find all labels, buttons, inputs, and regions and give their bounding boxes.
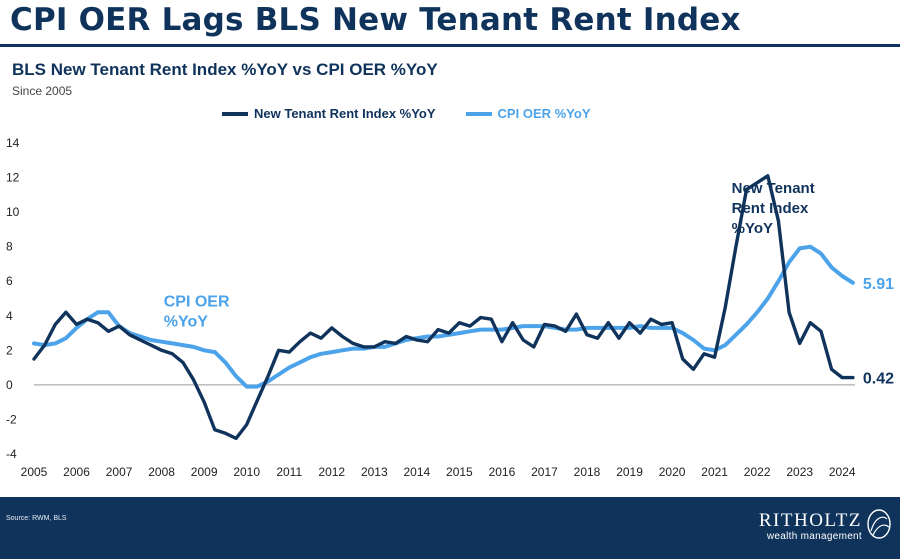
x-tick-label: 2023 xyxy=(786,465,813,479)
annotation-new-tenant: New Tenant xyxy=(732,180,815,197)
y-tick-label: 2 xyxy=(6,343,13,357)
chart-subtitle: BLS New Tenant Rent Index %YoY vs CPI OE… xyxy=(12,60,438,79)
annotation-new-tenant: Rent Index xyxy=(732,200,809,217)
annotation-cpi-oer: %YoY xyxy=(164,313,208,330)
brand-name: RITHOLTZ xyxy=(758,510,862,531)
x-tick-label: 2006 xyxy=(63,465,90,479)
y-tick-label: -2 xyxy=(6,412,17,426)
legend-label-new-tenant: New Tenant Rent Index %YoY xyxy=(254,106,436,121)
x-tick-label: 2009 xyxy=(191,465,218,479)
series-line-new-tenant xyxy=(32,174,855,441)
chart-title: CPI OER Lags BLS New Tenant Rent Index xyxy=(10,2,741,38)
x-tick-label: 2022 xyxy=(744,465,771,479)
x-tick-label: 2015 xyxy=(446,465,473,479)
x-tick-label: 2010 xyxy=(233,465,260,479)
chart-legend: New Tenant Rent Index %YoY CPI OER %YoY xyxy=(222,106,621,121)
brand-wordmark: RITHOLTZ wealth management xyxy=(758,510,862,543)
brand-tagline: wealth management xyxy=(766,531,862,542)
title-divider xyxy=(0,44,900,47)
legend-item-new-tenant: New Tenant Rent Index %YoY xyxy=(222,106,436,121)
annotation-cpi-oer: CPI OER xyxy=(164,293,230,310)
y-tick-label: 6 xyxy=(6,274,13,288)
y-tick-label: -4 xyxy=(6,447,17,461)
chart-date-range: Since 2005 xyxy=(12,84,73,98)
legend-item-cpi-oer: CPI OER %YoY xyxy=(465,106,591,121)
legend-label-cpi-oer: CPI OER %YoY xyxy=(497,106,591,121)
x-tick-label: 2013 xyxy=(361,465,388,479)
source-note: Source: RWM, BLS xyxy=(6,515,67,522)
x-tick-label: 2005 xyxy=(21,465,48,479)
x-tick-label: 2007 xyxy=(106,465,133,479)
y-tick-label: 14 xyxy=(6,136,20,150)
y-tick-label: 8 xyxy=(6,240,13,254)
series-line-cpi-oer xyxy=(32,244,855,389)
x-tick-label: 2017 xyxy=(531,465,558,479)
x-tick-label: 2012 xyxy=(318,465,345,479)
legend-swatch-cpi-oer xyxy=(465,111,492,116)
x-tick-label: 2014 xyxy=(403,465,430,479)
brand-logo-icon xyxy=(867,509,891,539)
end-value-label-new-tenant: 0.42 xyxy=(863,371,894,388)
y-tick-label: 10 xyxy=(6,205,20,219)
annotation-new-tenant: %YoY xyxy=(732,220,773,237)
footer-bar: Source: RWM, BLS RITHOLTZ wealth managem… xyxy=(0,497,900,559)
y-tick-label: 12 xyxy=(6,171,20,185)
end-value-label-cpi-oer: 5.91 xyxy=(863,276,894,293)
y-tick-label: 0 xyxy=(6,378,13,392)
y-tick-label: 4 xyxy=(6,309,13,323)
x-tick-label: 2019 xyxy=(616,465,643,479)
x-tick-label: 2020 xyxy=(659,465,686,479)
line-chart: -4 -2 0 2 4 6 8 10 12 14 2005 2006 2007 2008 2009 2010 2… xyxy=(6,136,894,479)
x-tick-label: 2024 xyxy=(829,465,856,479)
legend-swatch-new-tenant xyxy=(222,111,248,116)
x-tick-label: 2011 xyxy=(276,465,302,479)
x-tick-label: 2016 xyxy=(489,465,516,479)
x-tick-label: 2021 xyxy=(701,465,728,479)
x-tick-label: 2008 xyxy=(148,465,175,479)
x-tick-label: 2018 xyxy=(574,465,601,479)
